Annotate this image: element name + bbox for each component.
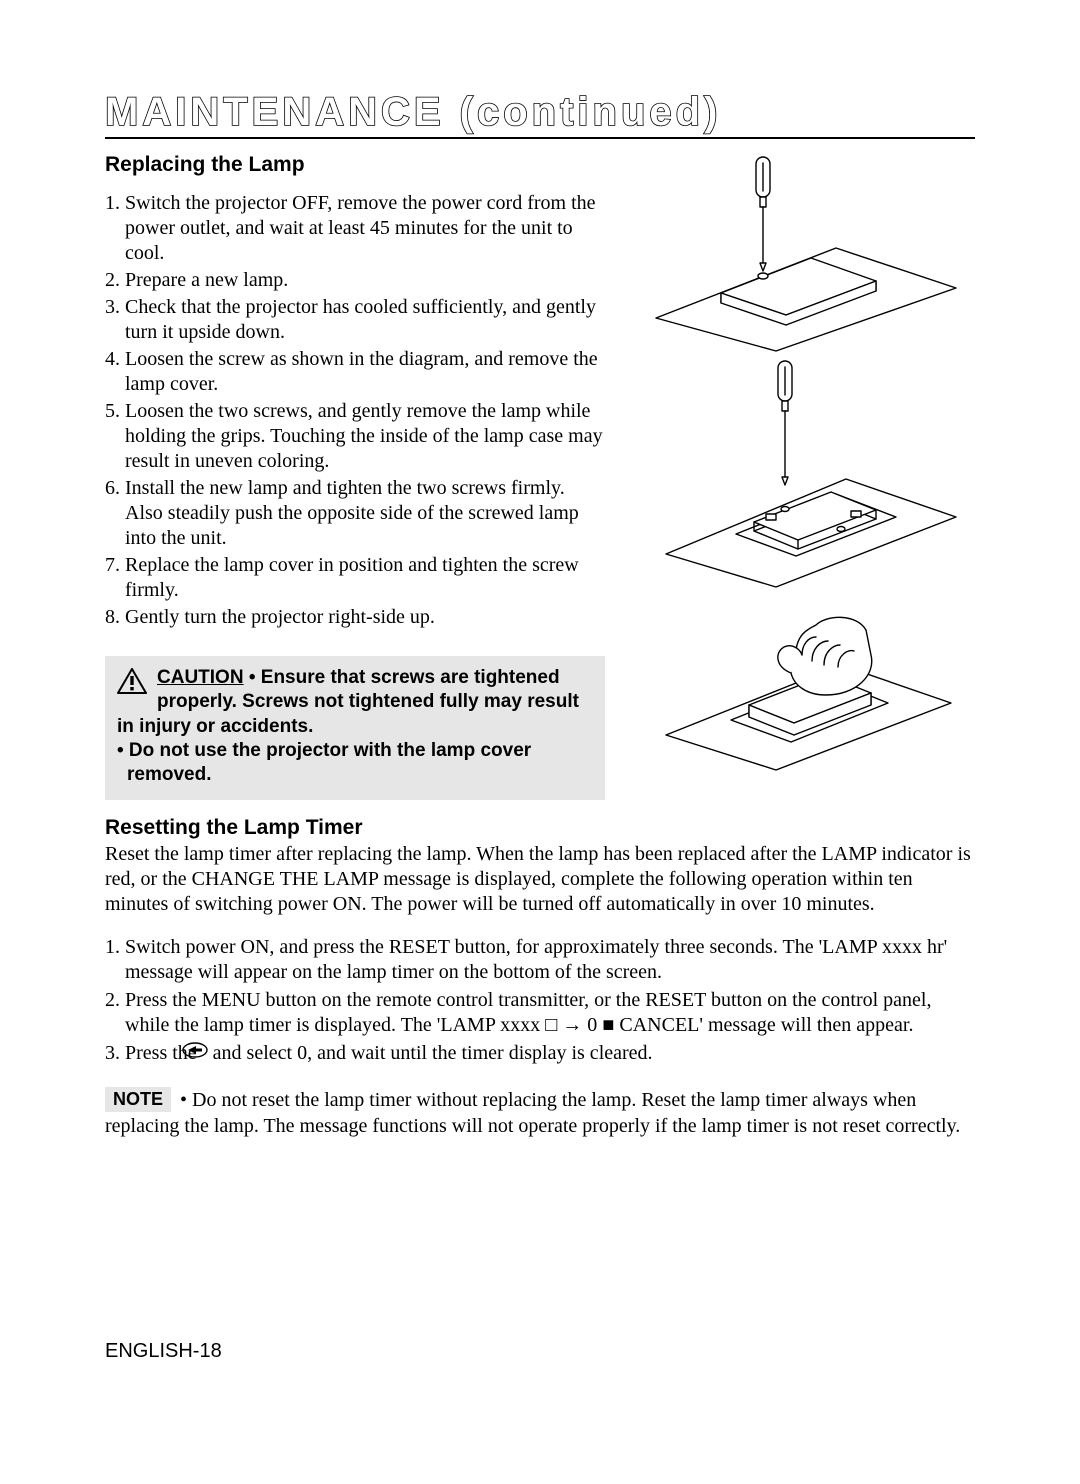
step: 4. Loosen the screw as shown in the diag…: [105, 347, 605, 397]
left-oval-arrow-icon: [202, 1040, 208, 1066]
caution-line: in injury or accidents.: [117, 715, 593, 739]
section2: Resetting the Lamp Timer Reset the lamp …: [105, 816, 975, 1140]
section2-intro: Reset the lamp timer after replacing the…: [105, 842, 975, 917]
note-text: • Do not reset the lamp timer without re…: [105, 1089, 960, 1137]
warning-icon: [117, 668, 147, 701]
step: 6. Install the new lamp and tighten the …: [105, 476, 605, 551]
step: 8. Gently turn the projector right-side …: [105, 605, 605, 630]
caution-label: CAUTION: [157, 667, 244, 688]
step3-suffix: and select 0, and wait until the timer d…: [208, 1042, 653, 1064]
title-rule: [105, 137, 975, 139]
step: 1. Switch power ON, and press the RESET …: [105, 935, 975, 986]
page-footer: ENGLISH-18: [105, 1340, 222, 1363]
caution-line: • Ensure that screws are tightened: [249, 667, 560, 688]
caution-text-block: CAUTION • Ensure that screws are tighten…: [157, 666, 579, 715]
step: 2. Press the MENU button on the remote c…: [105, 988, 975, 1039]
section1-heading: Replacing the Lamp: [105, 153, 605, 177]
caution-line: properly. Screws not tightened fully may…: [157, 691, 579, 712]
step: 5. Loosen the two screws, and gently rem…: [105, 399, 605, 474]
page-title: MAINTENANCE (continued): [105, 90, 975, 135]
diagram-remove-lamp-hand: [626, 595, 966, 775]
two-column-layout: Replacing the Lamp 1. Switch the project…: [105, 153, 975, 800]
page-content: MAINTENANCE (continued) Replacing the La…: [105, 90, 975, 1139]
caution-box: CAUTION • Ensure that screws are tighten…: [105, 656, 605, 800]
left-column: Replacing the Lamp 1. Switch the project…: [105, 153, 605, 800]
right-column: [617, 153, 975, 800]
diagram-stack: [617, 153, 975, 775]
note-badge: NOTE: [105, 1087, 171, 1112]
diagram-lamp-screws: [626, 359, 966, 589]
step: 3. Press the and select 0, and wait unti…: [105, 1041, 975, 1067]
diagram-lamp-cover-screw: [626, 153, 966, 353]
step: 1. Switch the projector OFF, remove the …: [105, 191, 605, 266]
section2-steps: 1. Switch power ON, and press the RESET …: [105, 935, 975, 1068]
step: 3. Check that the projector has cooled s…: [105, 295, 605, 345]
step: 2. Prepare a new lamp.: [105, 268, 605, 293]
caution-line: • Do not use the projector with the lamp…: [117, 739, 593, 788]
section2-heading: Resetting the Lamp Timer: [105, 816, 975, 840]
section1-steps: 1. Switch the projector OFF, remove the …: [105, 191, 605, 630]
note-paragraph: NOTE • Do not reset the lamp timer witho…: [105, 1087, 975, 1139]
step: 7. Replace the lamp cover in position an…: [105, 553, 605, 603]
